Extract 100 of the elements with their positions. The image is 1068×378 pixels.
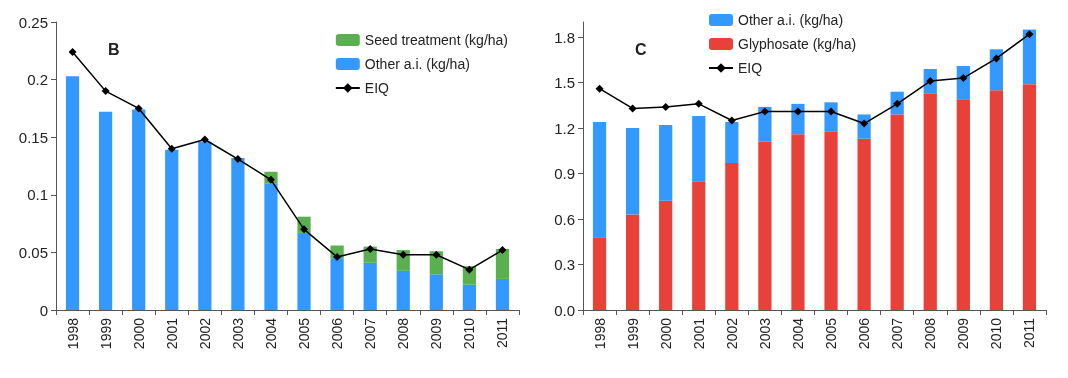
bar: [989, 90, 1004, 310]
bar: [396, 270, 410, 310]
point: [366, 244, 375, 253]
bar: [956, 65, 970, 100]
bar: [725, 162, 739, 310]
x-tick-label: 2011: [1021, 317, 1038, 349]
x-tick-label: 2001: [163, 317, 180, 350]
bar: [791, 134, 805, 310]
x-tick-label: 2011: [494, 317, 511, 349]
bar: [198, 141, 212, 310]
x-tick-label: 1999: [624, 317, 641, 350]
bar: [890, 114, 904, 310]
bar: [495, 248, 510, 279]
point: [465, 265, 474, 274]
x-tick-label: 2005: [823, 317, 840, 350]
x-tick-label: 1998: [64, 317, 81, 350]
point: [727, 116, 736, 125]
bar: [956, 99, 970, 310]
point: [498, 246, 507, 255]
bar: [1022, 29, 1037, 85]
bar: [692, 115, 706, 182]
legend-label: Seed treatment (kg/ha): [364, 32, 508, 48]
x-tick-label: 2000: [130, 317, 147, 350]
x-tick-label: 2003: [756, 317, 773, 350]
bar: [625, 128, 640, 215]
x-tick-label: 2010: [988, 317, 1005, 350]
text: B: [108, 40, 120, 58]
legend-label: Glyphosate (kg/ha): [738, 36, 857, 52]
bar: [625, 214, 640, 310]
legend-label: Other a.i. (kg/ha): [738, 12, 844, 28]
y-tick-label: 0.1: [27, 186, 48, 204]
bar: [659, 200, 673, 310]
point: [300, 225, 309, 234]
bar: [659, 125, 673, 201]
bar: [264, 183, 278, 310]
x-tick-label: 2005: [296, 317, 313, 350]
y-tick-label: 1.5: [554, 74, 575, 92]
legend-label: Other a.i. (kg/ha): [364, 56, 470, 72]
point: [595, 84, 604, 93]
y-tick-label: 0.6: [554, 210, 575, 228]
bar: [231, 157, 245, 310]
bar: [429, 274, 443, 310]
x-tick-label: 2010: [461, 317, 478, 350]
point: [134, 104, 143, 113]
y-tick-label: 0.0: [554, 301, 575, 319]
bar: [758, 141, 772, 310]
bar: [462, 284, 477, 310]
text: C: [635, 40, 647, 58]
y-tick-label: 0.9: [554, 165, 575, 183]
bar: [65, 76, 80, 310]
x-tick-label: 2007: [889, 317, 906, 350]
bar: [132, 109, 146, 310]
x-tick-label: 1999: [97, 317, 114, 350]
y-tick-label: 0.05: [18, 243, 48, 261]
bar: [824, 131, 838, 310]
bar: [791, 103, 805, 135]
bar: [330, 258, 344, 310]
point: [68, 47, 77, 56]
y-tick-label: 0.25: [18, 13, 48, 31]
x-tick-label: 2004: [789, 317, 806, 350]
y-tick-label: 1.8: [554, 28, 575, 46]
bar: [98, 111, 113, 310]
point: [628, 104, 637, 113]
bar: [692, 181, 706, 310]
bar: [923, 93, 937, 310]
y-tick-label: 0: [39, 301, 48, 319]
x-tick-label: 2008: [922, 317, 939, 350]
bar: [363, 262, 377, 310]
x-tick-label: 2007: [362, 317, 379, 350]
bar: [592, 237, 607, 310]
y-tick-label: 1.2: [554, 119, 575, 137]
legend-label: EIQ: [364, 80, 390, 96]
x-tick-label: 2003: [229, 317, 246, 350]
point: [694, 99, 703, 108]
point: [827, 107, 836, 116]
point: [167, 144, 176, 153]
point: [233, 155, 242, 164]
bar: [1022, 84, 1037, 310]
y-tick-label: 0.3: [554, 256, 575, 274]
x-tick-label: 2001: [690, 317, 707, 350]
x-tick-label: 2000: [657, 317, 674, 350]
x-tick-label: 2002: [196, 317, 213, 350]
bar: [495, 278, 510, 310]
point: [992, 54, 1001, 63]
x-tick-label: 1998: [591, 317, 608, 350]
point: [760, 107, 769, 116]
y-tick-label: 0.2: [27, 71, 48, 89]
x-tick-label: 2008: [395, 317, 412, 350]
point: [793, 107, 802, 116]
x-tick-label: 2004: [262, 317, 279, 350]
x-tick-label: 2006: [329, 317, 346, 350]
bar: [857, 138, 871, 310]
bar: [989, 49, 1004, 91]
bar: [758, 106, 772, 142]
point: [333, 253, 342, 262]
x-tick-label: 2002: [723, 317, 740, 350]
point: [432, 250, 441, 259]
y-tick-label: 0.15: [18, 128, 48, 146]
bar: [725, 122, 739, 163]
point: [661, 102, 670, 111]
